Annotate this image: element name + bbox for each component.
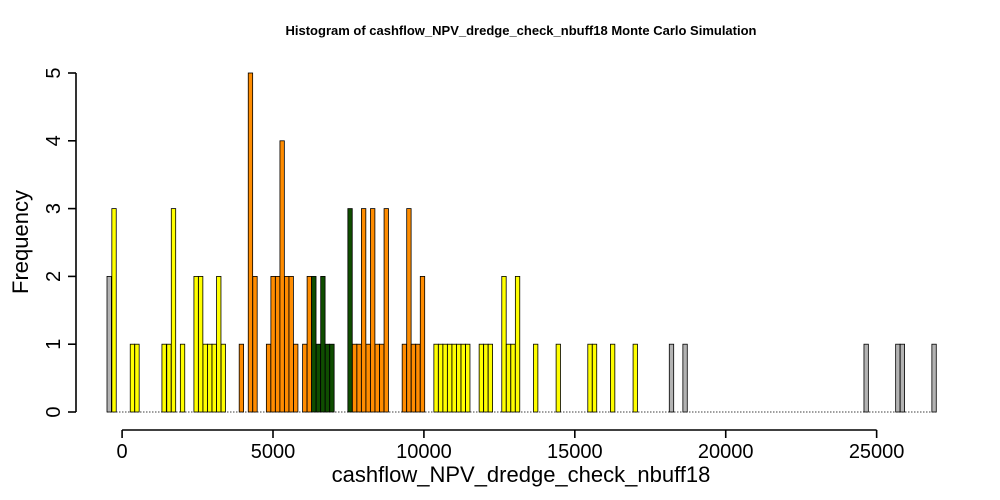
histogram-bar <box>668 343 675 413</box>
histogram-bar <box>510 343 516 413</box>
histogram-bar <box>179 343 186 413</box>
histogram-bar <box>587 343 593 413</box>
y-axis-label: Frequency <box>8 190 33 294</box>
histogram-bar <box>324 343 331 413</box>
y-tick-label: 0 <box>43 406 65 417</box>
x-axis-label: cashflow_NPV_dredge_check_nbuff18 <box>332 462 711 487</box>
x-axis: 0 5000 10000 15000 20000 25000 <box>117 429 905 463</box>
chart-title: Histogram of cashflow_NPV_dredge_check_n… <box>286 23 757 38</box>
y-tick-label: 4 <box>43 135 65 146</box>
histogram-bar <box>365 343 371 413</box>
histogram-bar <box>134 343 140 413</box>
histogram-bars <box>106 72 937 413</box>
histogram-bar <box>370 208 376 413</box>
x-tick-label: 0 <box>117 441 128 463</box>
histogram-bar <box>487 343 494 413</box>
histogram-bar <box>202 343 208 413</box>
histogram-bar <box>410 343 417 413</box>
histogram-bar <box>483 343 489 413</box>
histogram-bar <box>315 343 321 413</box>
histogram-bar <box>306 275 312 413</box>
histogram-bar <box>895 343 901 413</box>
histogram-bar <box>161 343 167 413</box>
histogram-bar <box>106 275 112 413</box>
y-tick-label: 5 <box>43 67 65 78</box>
histogram-bar <box>456 343 462 413</box>
histogram-bar <box>931 343 937 413</box>
histogram-bar <box>270 275 276 413</box>
x-tick-label: 5000 <box>251 441 296 463</box>
x-tick-label: 25000 <box>849 441 905 463</box>
histogram-bar <box>632 343 638 413</box>
histogram-bar <box>166 343 172 413</box>
y-tick-label: 3 <box>43 203 65 214</box>
histogram-bar <box>238 343 245 413</box>
y-tick-label: 2 <box>43 271 65 282</box>
histogram-bar <box>302 343 308 413</box>
histogram-bar <box>193 275 199 413</box>
histogram-bar <box>265 343 272 413</box>
x-tick-label: 15000 <box>547 441 603 463</box>
histogram-bar <box>460 343 466 413</box>
histogram-bar <box>320 275 326 413</box>
histogram-bar <box>415 343 421 413</box>
histogram-bar <box>279 140 285 413</box>
histogram-bar <box>275 275 281 413</box>
histogram-bar <box>284 275 290 413</box>
histogram-bar <box>505 343 512 413</box>
histogram-bar <box>591 343 598 413</box>
histogram-bar <box>351 343 358 413</box>
x-tick-label: 10000 <box>396 441 452 463</box>
histogram-bar <box>347 208 353 413</box>
histogram-bar <box>247 72 254 413</box>
histogram-bar <box>555 343 561 413</box>
histogram-bar <box>170 208 177 413</box>
histogram-bar <box>311 275 317 413</box>
histogram-bar <box>433 343 439 413</box>
histogram-bar <box>610 343 616 413</box>
y-axis: 0 1 2 3 4 5 <box>43 67 77 418</box>
x-tick-label: 20000 <box>698 441 754 463</box>
histogram-bar <box>252 275 258 413</box>
histogram-bar <box>216 275 222 413</box>
histogram-bar <box>211 343 217 413</box>
histogram-bar <box>501 275 507 413</box>
histogram-bar <box>220 343 226 413</box>
histogram-bar <box>863 343 869 413</box>
histogram-bar <box>682 343 688 413</box>
histogram-bar <box>899 343 905 413</box>
histogram-bar <box>329 343 335 413</box>
histogram-bar <box>514 275 521 413</box>
histogram-bar <box>406 208 412 413</box>
histogram-bar <box>293 343 299 413</box>
y-tick-label: 1 <box>43 339 65 350</box>
histogram-bar <box>533 343 539 413</box>
histogram-bar <box>129 343 136 413</box>
histogram-bar <box>401 343 407 413</box>
histogram-bar <box>198 275 204 413</box>
histogram-bar <box>288 275 294 413</box>
histogram-bar <box>419 275 426 413</box>
histogram-bar <box>383 208 389 413</box>
histogram-bar <box>361 208 367 413</box>
histogram-bar <box>374 343 380 413</box>
histogram-bar <box>442 343 448 413</box>
histogram-bar <box>447 343 453 413</box>
histogram-bar <box>478 343 484 413</box>
histogram-bar <box>111 208 117 413</box>
histogram-bar <box>451 343 457 413</box>
histogram-bar <box>437 343 444 413</box>
histogram-bar <box>465 343 471 413</box>
histogram-bar <box>207 343 213 413</box>
histogram-bar <box>356 343 362 413</box>
histogram-bar <box>379 343 385 413</box>
